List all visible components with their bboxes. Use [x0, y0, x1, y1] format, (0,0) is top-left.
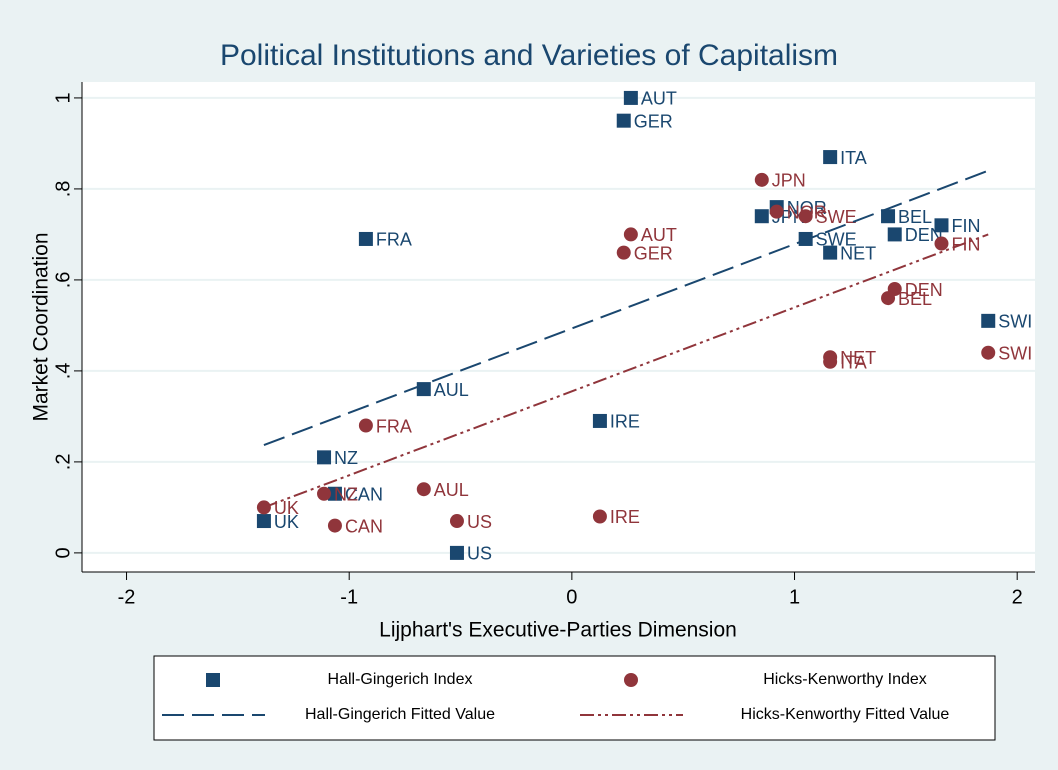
point-label: CAN — [345, 484, 383, 504]
point — [416, 482, 431, 497]
point-label: BEL — [898, 207, 932, 227]
chart-title: Political Institutions and Varieties of … — [220, 39, 838, 72]
y-axis-label: Market Coordination — [30, 232, 53, 421]
point-label: US — [467, 512, 492, 532]
point-label: UK — [274, 498, 299, 518]
point — [754, 209, 769, 224]
point-label: DEN — [905, 280, 943, 300]
point — [449, 514, 464, 529]
point — [981, 345, 996, 360]
point — [256, 500, 271, 515]
legend-label: Hicks-Kenworthy Fitted Value — [741, 706, 950, 723]
y-tick-label: 0 — [52, 547, 74, 558]
point — [754, 172, 769, 187]
point — [881, 209, 896, 224]
y-tick-label: .8 — [52, 181, 74, 198]
fit-line — [263, 233, 989, 509]
point — [592, 509, 607, 524]
point-label: NZ — [334, 448, 358, 468]
point — [623, 227, 638, 242]
point-label: NOR — [787, 198, 827, 218]
point — [256, 514, 271, 529]
point-label: GER — [634, 243, 673, 263]
x-tick-label: 2 — [1012, 586, 1023, 608]
point-label: JPN — [772, 171, 806, 191]
point-label: FIN — [951, 234, 980, 254]
point-label: US — [467, 544, 492, 564]
y-tick-label: .6 — [52, 272, 74, 289]
point — [823, 245, 838, 260]
y-tick-label: 1 — [52, 92, 74, 103]
x-axis-label: Lijphart's Executive-Parties Dimension — [379, 619, 737, 642]
point-label: CAN — [345, 516, 383, 536]
point — [981, 313, 996, 328]
plot-area — [82, 82, 1035, 572]
point — [769, 204, 784, 219]
point — [317, 450, 332, 465]
legend-label: Hall-Gingerich Fitted Value — [305, 706, 495, 723]
x-tick-label: 1 — [789, 586, 800, 608]
point-label: ITA — [840, 353, 867, 373]
legend-label: Hall-Gingerich Index — [328, 671, 473, 688]
y-tick-label: .4 — [52, 363, 74, 380]
point-label: NET — [840, 243, 876, 263]
x-tick-label: -1 — [340, 586, 358, 608]
point-label: UK — [274, 512, 299, 532]
point-label: AUT — [641, 89, 677, 109]
point — [623, 90, 638, 105]
point — [592, 413, 607, 428]
fit-line — [263, 169, 989, 446]
point — [798, 209, 813, 224]
point — [327, 518, 342, 533]
point — [823, 354, 838, 369]
point-label: SWE — [816, 207, 857, 227]
point-label: AUL — [434, 480, 469, 500]
point-label: FIN — [951, 216, 980, 236]
point — [616, 245, 631, 260]
point — [358, 231, 373, 246]
point — [934, 236, 949, 251]
point-label: SWE — [816, 230, 857, 250]
point-label: SWI — [998, 312, 1032, 332]
point-label: DEN — [905, 225, 943, 245]
point — [887, 227, 902, 242]
legend — [153, 655, 996, 741]
legend-marker — [624, 673, 638, 687]
point-label: NET — [840, 348, 876, 368]
point-label: AUL — [434, 380, 469, 400]
point — [327, 486, 342, 501]
point-label: FRA — [376, 230, 412, 250]
point-label: IRE — [610, 507, 640, 527]
legend-marker — [206, 673, 220, 687]
point — [934, 218, 949, 233]
y-tick-label: .2 — [52, 454, 74, 471]
point — [881, 291, 896, 306]
legend-label: Hicks-Kenworthy Index — [763, 671, 927, 688]
point-label: NZ — [334, 484, 358, 504]
point-label: BEL — [898, 289, 932, 309]
point — [358, 418, 373, 433]
x-tick-label: -2 — [118, 586, 136, 608]
point-label: FRA — [376, 416, 412, 436]
point-label: ITA — [840, 148, 867, 168]
point — [449, 545, 464, 560]
x-tick-label: 0 — [566, 586, 577, 608]
point-label: IRE — [610, 412, 640, 432]
point — [317, 486, 332, 501]
point-label: SWI — [998, 343, 1032, 363]
point-label: AUT — [641, 225, 677, 245]
point — [616, 113, 631, 128]
point-label: GER — [634, 111, 673, 131]
point — [823, 150, 838, 165]
